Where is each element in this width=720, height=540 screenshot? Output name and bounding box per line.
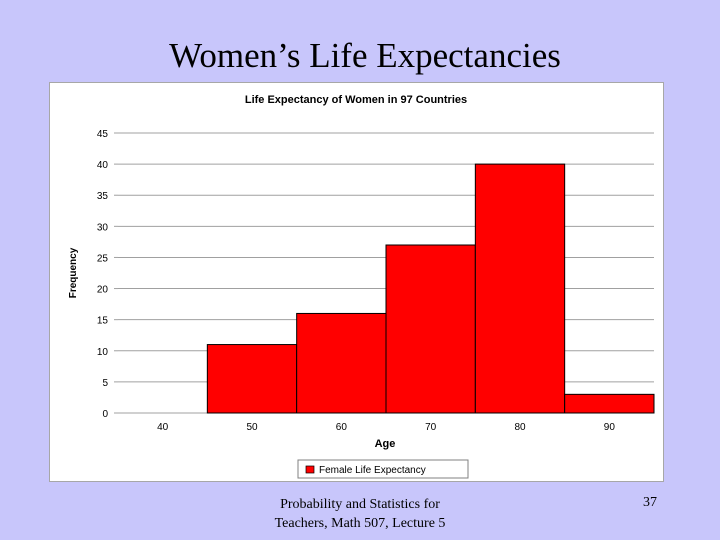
y-tick-label: 5 bbox=[102, 378, 108, 389]
y-tick-label: 30 bbox=[97, 222, 109, 233]
x-tick-label: 90 bbox=[604, 422, 616, 433]
legend: Female Life Expectancy bbox=[297, 459, 469, 479]
x-tick-label: 50 bbox=[246, 422, 258, 433]
y-tick-label: 40 bbox=[97, 160, 109, 171]
legend-label: Female Life Expectancy bbox=[319, 465, 426, 476]
bar-60 bbox=[296, 312, 387, 414]
footer-line-2: Teachers, Math 507, Lecture 5 bbox=[274, 516, 446, 531]
histogram-chart: Life Expectancy of Women in 97 Countries… bbox=[68, 94, 655, 479]
bar-70 bbox=[385, 244, 476, 414]
legend-box bbox=[297, 459, 469, 479]
chart-title: Life Expectancy of Women in 97 Countries bbox=[245, 94, 467, 106]
x-tick-label: 40 bbox=[157, 422, 169, 433]
x-axis-ticks: 40 50 60 70 80 90 bbox=[157, 422, 615, 433]
x-tick-label: 70 bbox=[425, 422, 437, 433]
y-tick-label: 45 bbox=[97, 129, 109, 140]
y-tick-label: 35 bbox=[97, 191, 109, 202]
bar-90 bbox=[564, 393, 655, 414]
y-tick-label: 15 bbox=[97, 316, 109, 327]
x-axis-label: Age bbox=[375, 438, 396, 450]
bar-50 bbox=[206, 344, 298, 414]
y-tick-label: 20 bbox=[97, 285, 109, 296]
bars bbox=[206, 163, 655, 414]
page-number: 37 bbox=[643, 495, 657, 510]
x-tick-label: 60 bbox=[336, 422, 348, 433]
slide-title: Women’s Life Expectancies bbox=[169, 36, 561, 75]
y-axis-ticks: 0 5 10 15 20 25 30 35 40 45 bbox=[97, 129, 109, 420]
y-tick-label: 25 bbox=[97, 253, 109, 264]
x-tick-label: 80 bbox=[514, 422, 526, 433]
footer-text: Probability and Statistics for Teachers,… bbox=[240, 495, 480, 533]
y-tick-label: 10 bbox=[97, 347, 109, 358]
footer-line-1: Probability and Statistics for bbox=[280, 497, 440, 512]
y-tick-label: 0 bbox=[102, 409, 108, 420]
bar-80 bbox=[474, 163, 566, 414]
y-axis-label: Frequency bbox=[68, 247, 79, 298]
chart-frame: Life Expectancy of Women in 97 Countries… bbox=[49, 82, 664, 482]
legend-swatch bbox=[305, 465, 315, 474]
